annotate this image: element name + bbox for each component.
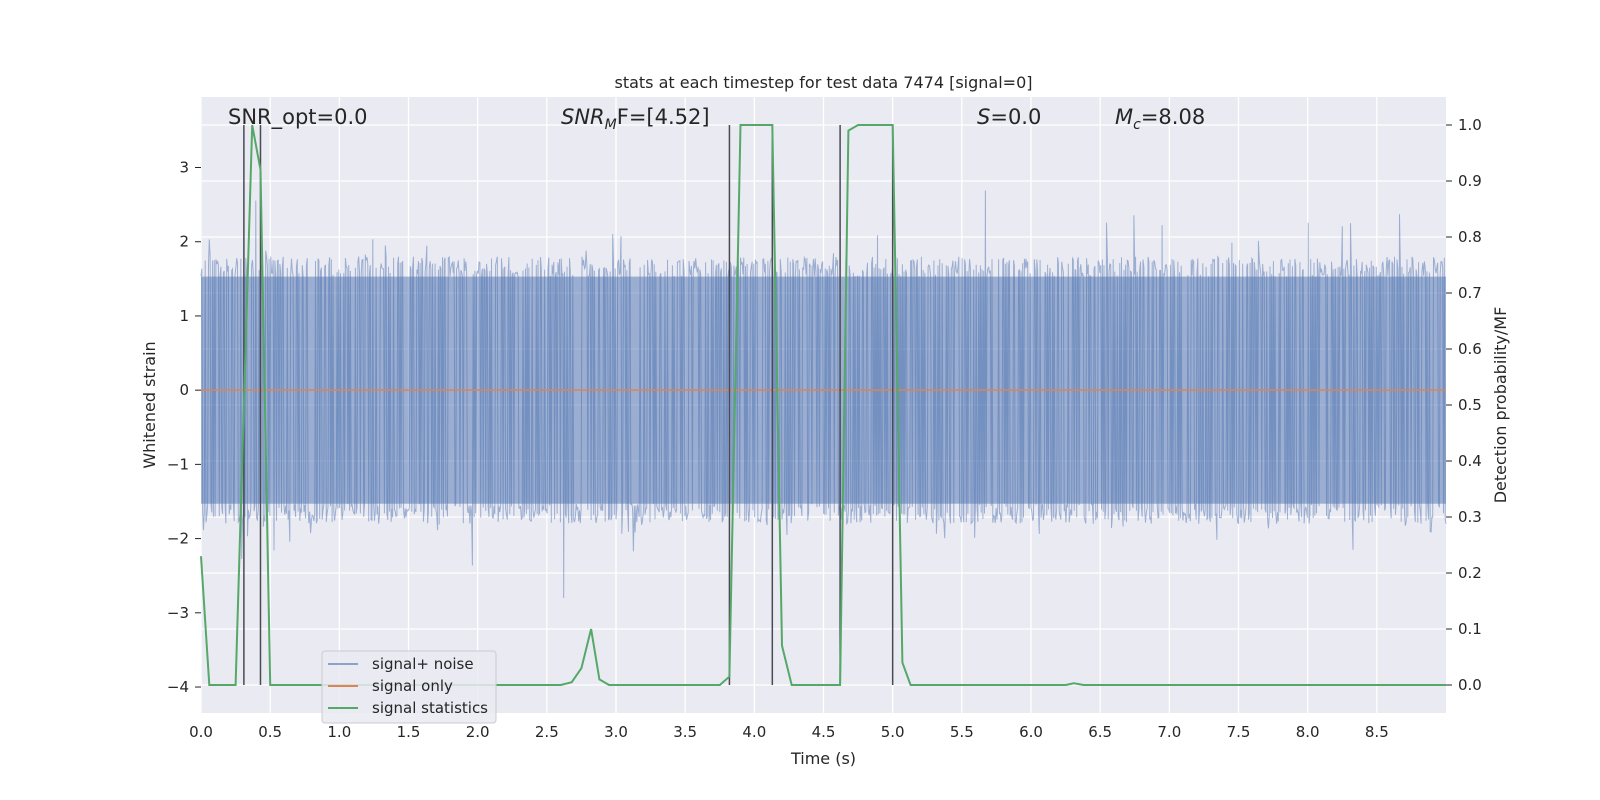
annotation-s: S=0.0 [977, 105, 1041, 129]
annotation-snr-mf-subscript: M [605, 117, 617, 133]
signal-statistics-line [200, 124, 1446, 686]
y-right-tick-label: 0.1 [1458, 620, 1482, 638]
y-right-tick-label: 0.9 [1458, 172, 1482, 190]
x-tick-label: 4.5 [812, 723, 836, 741]
x-tick-label: 0.5 [258, 723, 282, 741]
annotation-snr-mf-value: F=[4.52] [617, 105, 710, 129]
annotation-mc-value: =8.08 [1141, 105, 1205, 129]
y-left-tick-label: −4 [167, 678, 189, 696]
y-right-tick-label: 0.7 [1458, 284, 1482, 302]
y-right-axis-label: Detection probability/MF [1491, 307, 1510, 504]
x-tick-label: 8.0 [1296, 723, 1320, 741]
x-tick-label: 3.0 [604, 723, 628, 741]
noise-trace [200, 190, 1447, 599]
y-right-tick-label: 0.3 [1458, 508, 1482, 526]
x-tick-label: 7.5 [1227, 723, 1251, 741]
x-tick-label: 1.5 [397, 723, 421, 741]
x-tick-label: 5.5 [950, 723, 974, 741]
annotation-mc-symbol: M [1115, 105, 1133, 129]
x-tick-label: 3.5 [673, 723, 697, 741]
annotation-snr-opt: SNR_opt=0.0 [228, 105, 368, 130]
y-right-tick-label: 0.0 [1458, 676, 1482, 694]
legend-label-signal-noise: signal+ noise [372, 655, 474, 673]
y-left-tick-label: −1 [167, 455, 189, 473]
annotation-snr-mf: SNRMF=[4.52] [561, 105, 710, 133]
x-axis-ticks: 0.0 0.5 1.0 1.5 2.0 2.5 3.0 3.5 4.0 4.5 5.0 5.5 6.0 6… [189, 723, 1389, 741]
x-tick-label: 6.5 [1088, 723, 1112, 741]
y-right-tick-label: 0.8 [1458, 228, 1482, 246]
x-tick-label: 7.0 [1157, 723, 1181, 741]
annotation-snr-mf-symbol: SNR [561, 105, 605, 129]
y-right-tick-label: 0.4 [1458, 452, 1482, 470]
x-tick-label: 5.0 [881, 723, 905, 741]
y-right-axis-ticks: 1.0 0.9 0.8 0.7 0.6 0.5 0.4 0.3 0.2 0.1 0.0 [1446, 116, 1482, 694]
x-tick-label: 1.0 [327, 723, 351, 741]
y-left-tick-label: 2 [179, 233, 189, 251]
annotation-mc: Mc=8.08 [1115, 105, 1205, 133]
y-left-axis-label: Whitened strain [140, 341, 159, 468]
legend-label-signal-only: signal only [372, 677, 453, 695]
x-tick-label: 2.0 [466, 723, 490, 741]
y-right-tick-label: 1.0 [1458, 116, 1482, 134]
series-signal-statistics [200, 124, 1446, 686]
annotation-s-value: =0.0 [990, 105, 1041, 129]
x-tick-label: 0.0 [189, 723, 213, 741]
y-left-tick-label: −2 [167, 530, 189, 548]
y-right-tick-label: 0.2 [1458, 564, 1482, 582]
legend-box [321, 650, 497, 724]
x-axis-label: Time (s) [790, 749, 856, 768]
y-left-axis-ticks: 3 2 1 0 −1 −2 −3 −4 [167, 159, 201, 696]
y-right-tick-label: 0.6 [1458, 340, 1482, 358]
chart-title: stats at each timestep for test data 747… [614, 73, 1032, 92]
x-tick-label: 6.0 [1019, 723, 1043, 741]
y-left-tick-label: 0 [179, 381, 189, 399]
legend-label-signal-statistics: signal statistics [372, 699, 488, 717]
y-right-tick-label: 0.5 [1458, 396, 1482, 414]
annotation-mc-subscript: c [1133, 117, 1141, 133]
x-tick-label: 4.0 [742, 723, 766, 741]
y-left-tick-label: −3 [167, 604, 189, 622]
legend: signal+ noise signal only signal statist… [321, 650, 497, 724]
x-tick-label: 2.5 [535, 723, 559, 741]
x-tick-label: 8.5 [1365, 723, 1389, 741]
y-left-tick-label: 1 [179, 307, 189, 325]
y-left-tick-label: 3 [179, 159, 189, 177]
annotation-s-symbol: S [977, 105, 990, 129]
